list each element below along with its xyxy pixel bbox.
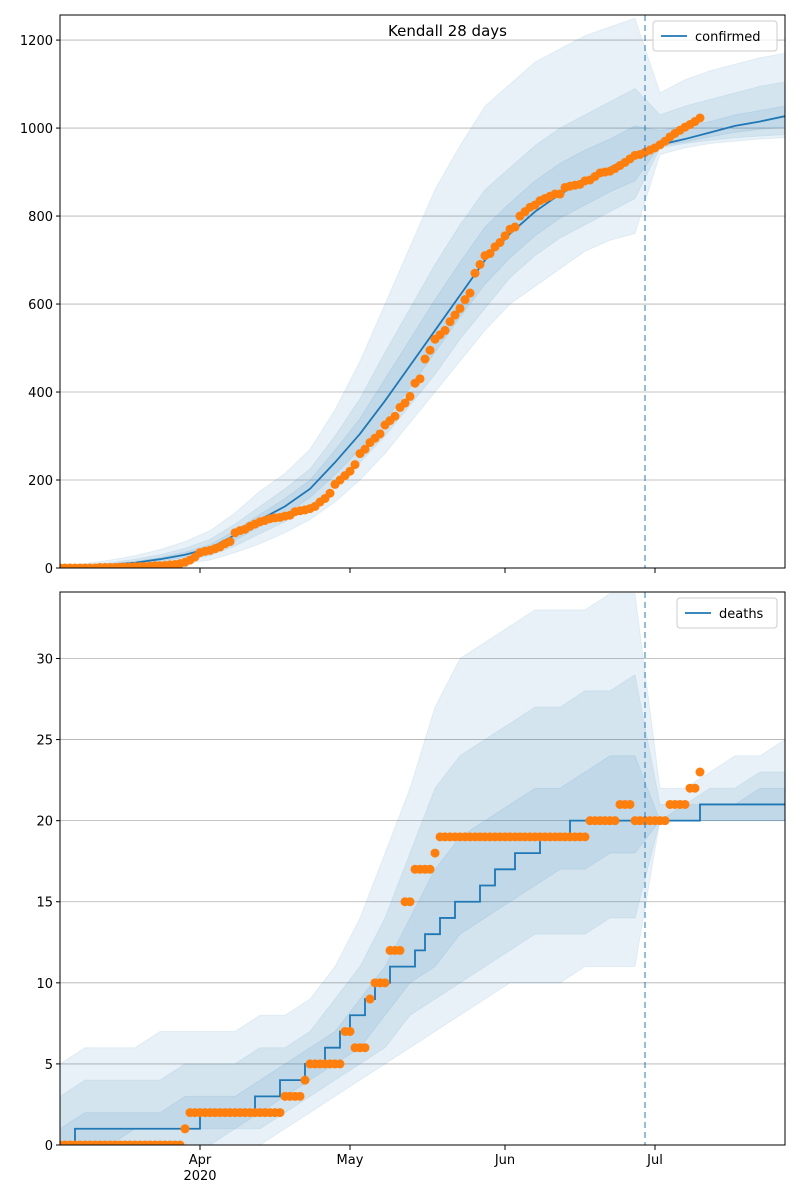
y-tick-label: 30 xyxy=(36,652,53,667)
data-point xyxy=(580,832,590,842)
data-point xyxy=(225,537,235,547)
data-point xyxy=(365,994,375,1004)
y-tick-label: 800 xyxy=(28,210,53,225)
y-tick-label: 600 xyxy=(28,298,53,313)
x-tick-label: Jun xyxy=(494,1153,516,1168)
data-point xyxy=(415,374,425,384)
data-point xyxy=(380,978,390,988)
uncertainty-band xyxy=(60,81,785,568)
data-point xyxy=(555,189,565,199)
legend-label: confirmed xyxy=(695,30,761,45)
data-point xyxy=(695,113,705,123)
data-point xyxy=(395,945,405,955)
uncertainty-band xyxy=(60,17,785,568)
data-point xyxy=(425,345,435,355)
data-point xyxy=(405,391,415,401)
data-point xyxy=(470,268,480,278)
data-point xyxy=(465,288,475,298)
chart-title: Kendall 28 days xyxy=(388,22,507,40)
data-point xyxy=(375,429,385,439)
data-point xyxy=(420,354,430,364)
data-point xyxy=(400,398,410,408)
data-point xyxy=(625,799,635,809)
data-point xyxy=(495,237,505,247)
data-point xyxy=(345,466,355,476)
y-tick-label: 25 xyxy=(36,734,53,749)
data-point xyxy=(475,259,485,269)
plot-frame xyxy=(59,14,786,569)
model-line xyxy=(60,803,785,1145)
data-point xyxy=(430,848,440,858)
y-tick-label: 400 xyxy=(28,386,53,401)
data-point xyxy=(175,1140,185,1145)
data-point xyxy=(335,1059,345,1069)
x-tick-label: Apr 2020 xyxy=(183,1153,217,1184)
x-tick-label: May xyxy=(336,1153,364,1168)
data-point xyxy=(445,317,455,327)
data-point xyxy=(360,444,370,454)
data-point xyxy=(390,411,400,421)
data-point xyxy=(450,310,460,320)
y-tick-label: 200 xyxy=(28,474,53,489)
data-point xyxy=(695,767,705,777)
data-point xyxy=(440,325,450,335)
data-point xyxy=(295,1091,305,1101)
legend-label: deaths xyxy=(719,607,764,622)
legend-box xyxy=(676,597,778,629)
data-point xyxy=(350,460,360,470)
data-point xyxy=(405,897,415,907)
y-tick-label: 1000 xyxy=(20,122,53,137)
legend-box xyxy=(652,20,778,52)
data-point xyxy=(425,864,435,874)
data-point xyxy=(360,1043,370,1053)
data-point xyxy=(660,816,670,826)
data-point xyxy=(510,222,520,232)
y-tick-label: 10 xyxy=(36,977,53,992)
data-point xyxy=(485,248,495,258)
y-tick-label: 0 xyxy=(45,562,53,577)
data-point xyxy=(690,783,700,793)
data-point xyxy=(500,231,510,241)
data-point xyxy=(610,816,620,826)
y-tick-label: 1200 xyxy=(20,34,53,49)
plot-frame xyxy=(59,591,786,1146)
uncertainty-band xyxy=(60,673,785,1145)
x-tick-label: Jul xyxy=(647,1153,663,1168)
y-tick-label: 0 xyxy=(45,1139,53,1154)
data-point xyxy=(325,488,335,498)
y-tick-label: 5 xyxy=(45,1058,53,1073)
data-point xyxy=(460,295,470,305)
data-point xyxy=(680,799,690,809)
y-tick-label: 15 xyxy=(36,896,53,911)
y-tick-label: 20 xyxy=(36,815,53,830)
data-point xyxy=(275,1108,285,1118)
uncertainty-band xyxy=(60,105,785,568)
data-point xyxy=(345,1026,355,1036)
data-point xyxy=(300,1075,310,1085)
data-point xyxy=(180,1124,190,1134)
data-point xyxy=(455,303,465,313)
